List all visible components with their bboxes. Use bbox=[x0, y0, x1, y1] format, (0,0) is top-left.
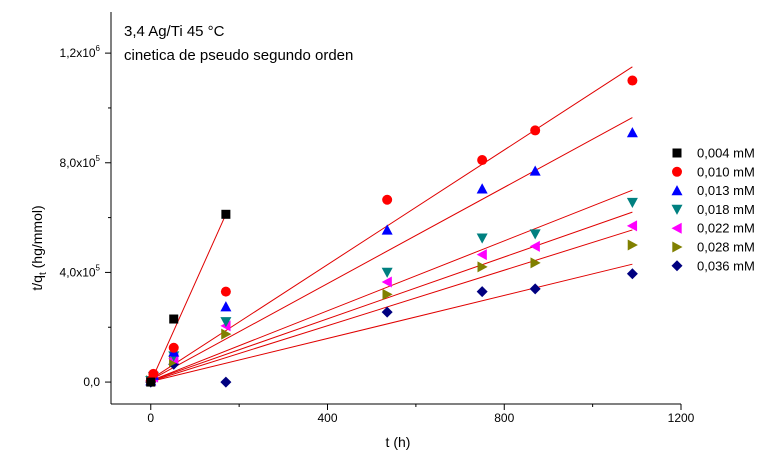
data-point bbox=[626, 127, 638, 138]
data-point bbox=[220, 376, 232, 388]
data-point bbox=[381, 267, 393, 278]
legend-label: 0,022 mM bbox=[697, 221, 755, 236]
fit-line bbox=[150, 66, 633, 380]
x-tick-label: 0 bbox=[147, 411, 154, 425]
fit-line bbox=[150, 211, 633, 382]
data-point bbox=[381, 276, 392, 288]
data-point bbox=[530, 257, 541, 269]
data-point bbox=[529, 240, 540, 252]
data-point bbox=[381, 224, 393, 235]
legend-marker bbox=[672, 241, 683, 253]
legend-marker bbox=[671, 185, 683, 196]
data-point bbox=[382, 194, 393, 205]
y-tick-label-exponent: 6 bbox=[96, 44, 101, 53]
data-point bbox=[627, 75, 638, 86]
data-point bbox=[381, 306, 393, 318]
y-axis-title-subscript: t bbox=[38, 272, 49, 275]
y-tick-label: 8,0x105 bbox=[60, 154, 101, 170]
y-tick-label-base: 8,0x10 bbox=[60, 156, 96, 170]
x-axis: 0 400 800 1200 bbox=[147, 404, 695, 425]
data-markers bbox=[145, 75, 638, 388]
legend: 0,004 mM 0,010 mM 0,013 mM 0,018 mM 0,022 mM… bbox=[671, 146, 755, 273]
y-tick-label: 4,0x105 bbox=[60, 263, 101, 279]
data-point bbox=[529, 165, 541, 176]
annotation-line-2: cinetica de pseudo segundo orden bbox=[124, 47, 353, 64]
data-point bbox=[220, 301, 232, 312]
data-point bbox=[382, 288, 393, 300]
data-point bbox=[220, 286, 231, 297]
y-axis-title-main: t/q bbox=[29, 275, 45, 291]
x-tick-label: 1200 bbox=[668, 411, 695, 425]
legend-marker bbox=[672, 166, 682, 177]
y-tick-label: 0,0 bbox=[83, 375, 100, 389]
data-point bbox=[476, 249, 487, 261]
data-point bbox=[220, 317, 232, 328]
legend-label: 0,018 mM bbox=[697, 202, 755, 217]
y-tick-label-base: 4,0x10 bbox=[60, 265, 96, 279]
data-point bbox=[626, 197, 638, 209]
y-tick-label-base: 1,2x10 bbox=[60, 46, 96, 60]
plot-frame bbox=[110, 12, 681, 405]
data-point bbox=[626, 268, 638, 280]
legend-label: 0,004 mM bbox=[697, 146, 755, 161]
x-axis-title: t (h) bbox=[386, 434, 411, 450]
legend-marker bbox=[671, 222, 682, 234]
data-point bbox=[529, 229, 541, 240]
x-tick-label: 800 bbox=[494, 411, 514, 425]
data-point bbox=[477, 155, 488, 166]
legend-marker bbox=[671, 260, 683, 272]
x-tick-label: 400 bbox=[317, 411, 337, 425]
y-axis-title-unit: (hg/mmol) bbox=[29, 205, 45, 272]
y-axis-title: t/qt (hg/mmol) bbox=[29, 205, 49, 290]
legend-label: 0,010 mM bbox=[697, 164, 755, 179]
legend-marker bbox=[672, 148, 682, 158]
data-point bbox=[476, 183, 488, 194]
y-tick-label: 1,2x106 bbox=[60, 44, 101, 60]
legend-label: 0,036 mM bbox=[697, 258, 755, 273]
y-tick-label-exponent: 5 bbox=[96, 154, 101, 163]
legend-label: 0,013 mM bbox=[697, 183, 755, 198]
fit-line bbox=[150, 214, 227, 383]
data-point bbox=[529, 283, 541, 295]
fit-line bbox=[150, 117, 633, 381]
data-point bbox=[148, 368, 159, 379]
data-point bbox=[168, 342, 179, 353]
data-point bbox=[221, 328, 232, 340]
data-point bbox=[626, 220, 638, 232]
data-point bbox=[627, 239, 638, 251]
data-point bbox=[476, 286, 488, 298]
y-tick-label-exponent: 5 bbox=[96, 263, 101, 272]
data-point bbox=[476, 233, 488, 244]
annotation-line-1: 3,4 Ag/Ti 45 °C bbox=[124, 23, 225, 40]
data-point bbox=[221, 209, 231, 219]
fit-line bbox=[150, 263, 633, 383]
legend-marker bbox=[671, 204, 683, 215]
fit-line bbox=[150, 229, 633, 382]
data-point bbox=[169, 314, 179, 324]
data-point bbox=[477, 261, 488, 273]
legend-label: 0,028 mM bbox=[697, 240, 755, 255]
data-point bbox=[530, 125, 541, 136]
data-point bbox=[146, 377, 156, 387]
